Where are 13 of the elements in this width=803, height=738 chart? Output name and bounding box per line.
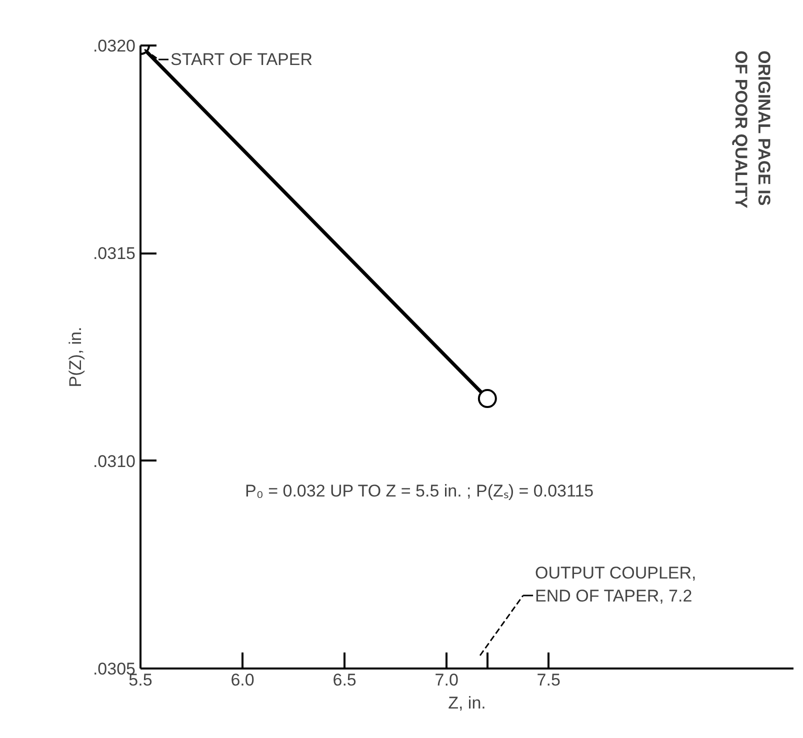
annotation: P₀ = 0.032 UP TO Z = 5.5 in. ; P(Zₛ) = 0.03115 [244,481,594,500]
x-tick-label: 7.5 [536,670,560,690]
x-tick-label: 6.0 [230,670,254,690]
annotation: OUTPUT COUPLER, END OF TAPER, 7.2 [535,564,696,606]
annotation: ORIGINAL PAGE IS OF POOR QUALITY [732,50,774,209]
annotation: START OF TAPER [170,50,313,69]
y-tick-label: .0315 [92,244,136,264]
x-tick-label: 6.5 [332,670,356,690]
y-axis-title: P(Z), in. [66,326,85,388]
y-tick-label: .0320 [92,36,136,56]
x-axis-title: Z, in. [448,694,486,712]
y-tick-label: .0310 [92,452,136,471]
x-tick-label: 7.0 [434,670,458,690]
